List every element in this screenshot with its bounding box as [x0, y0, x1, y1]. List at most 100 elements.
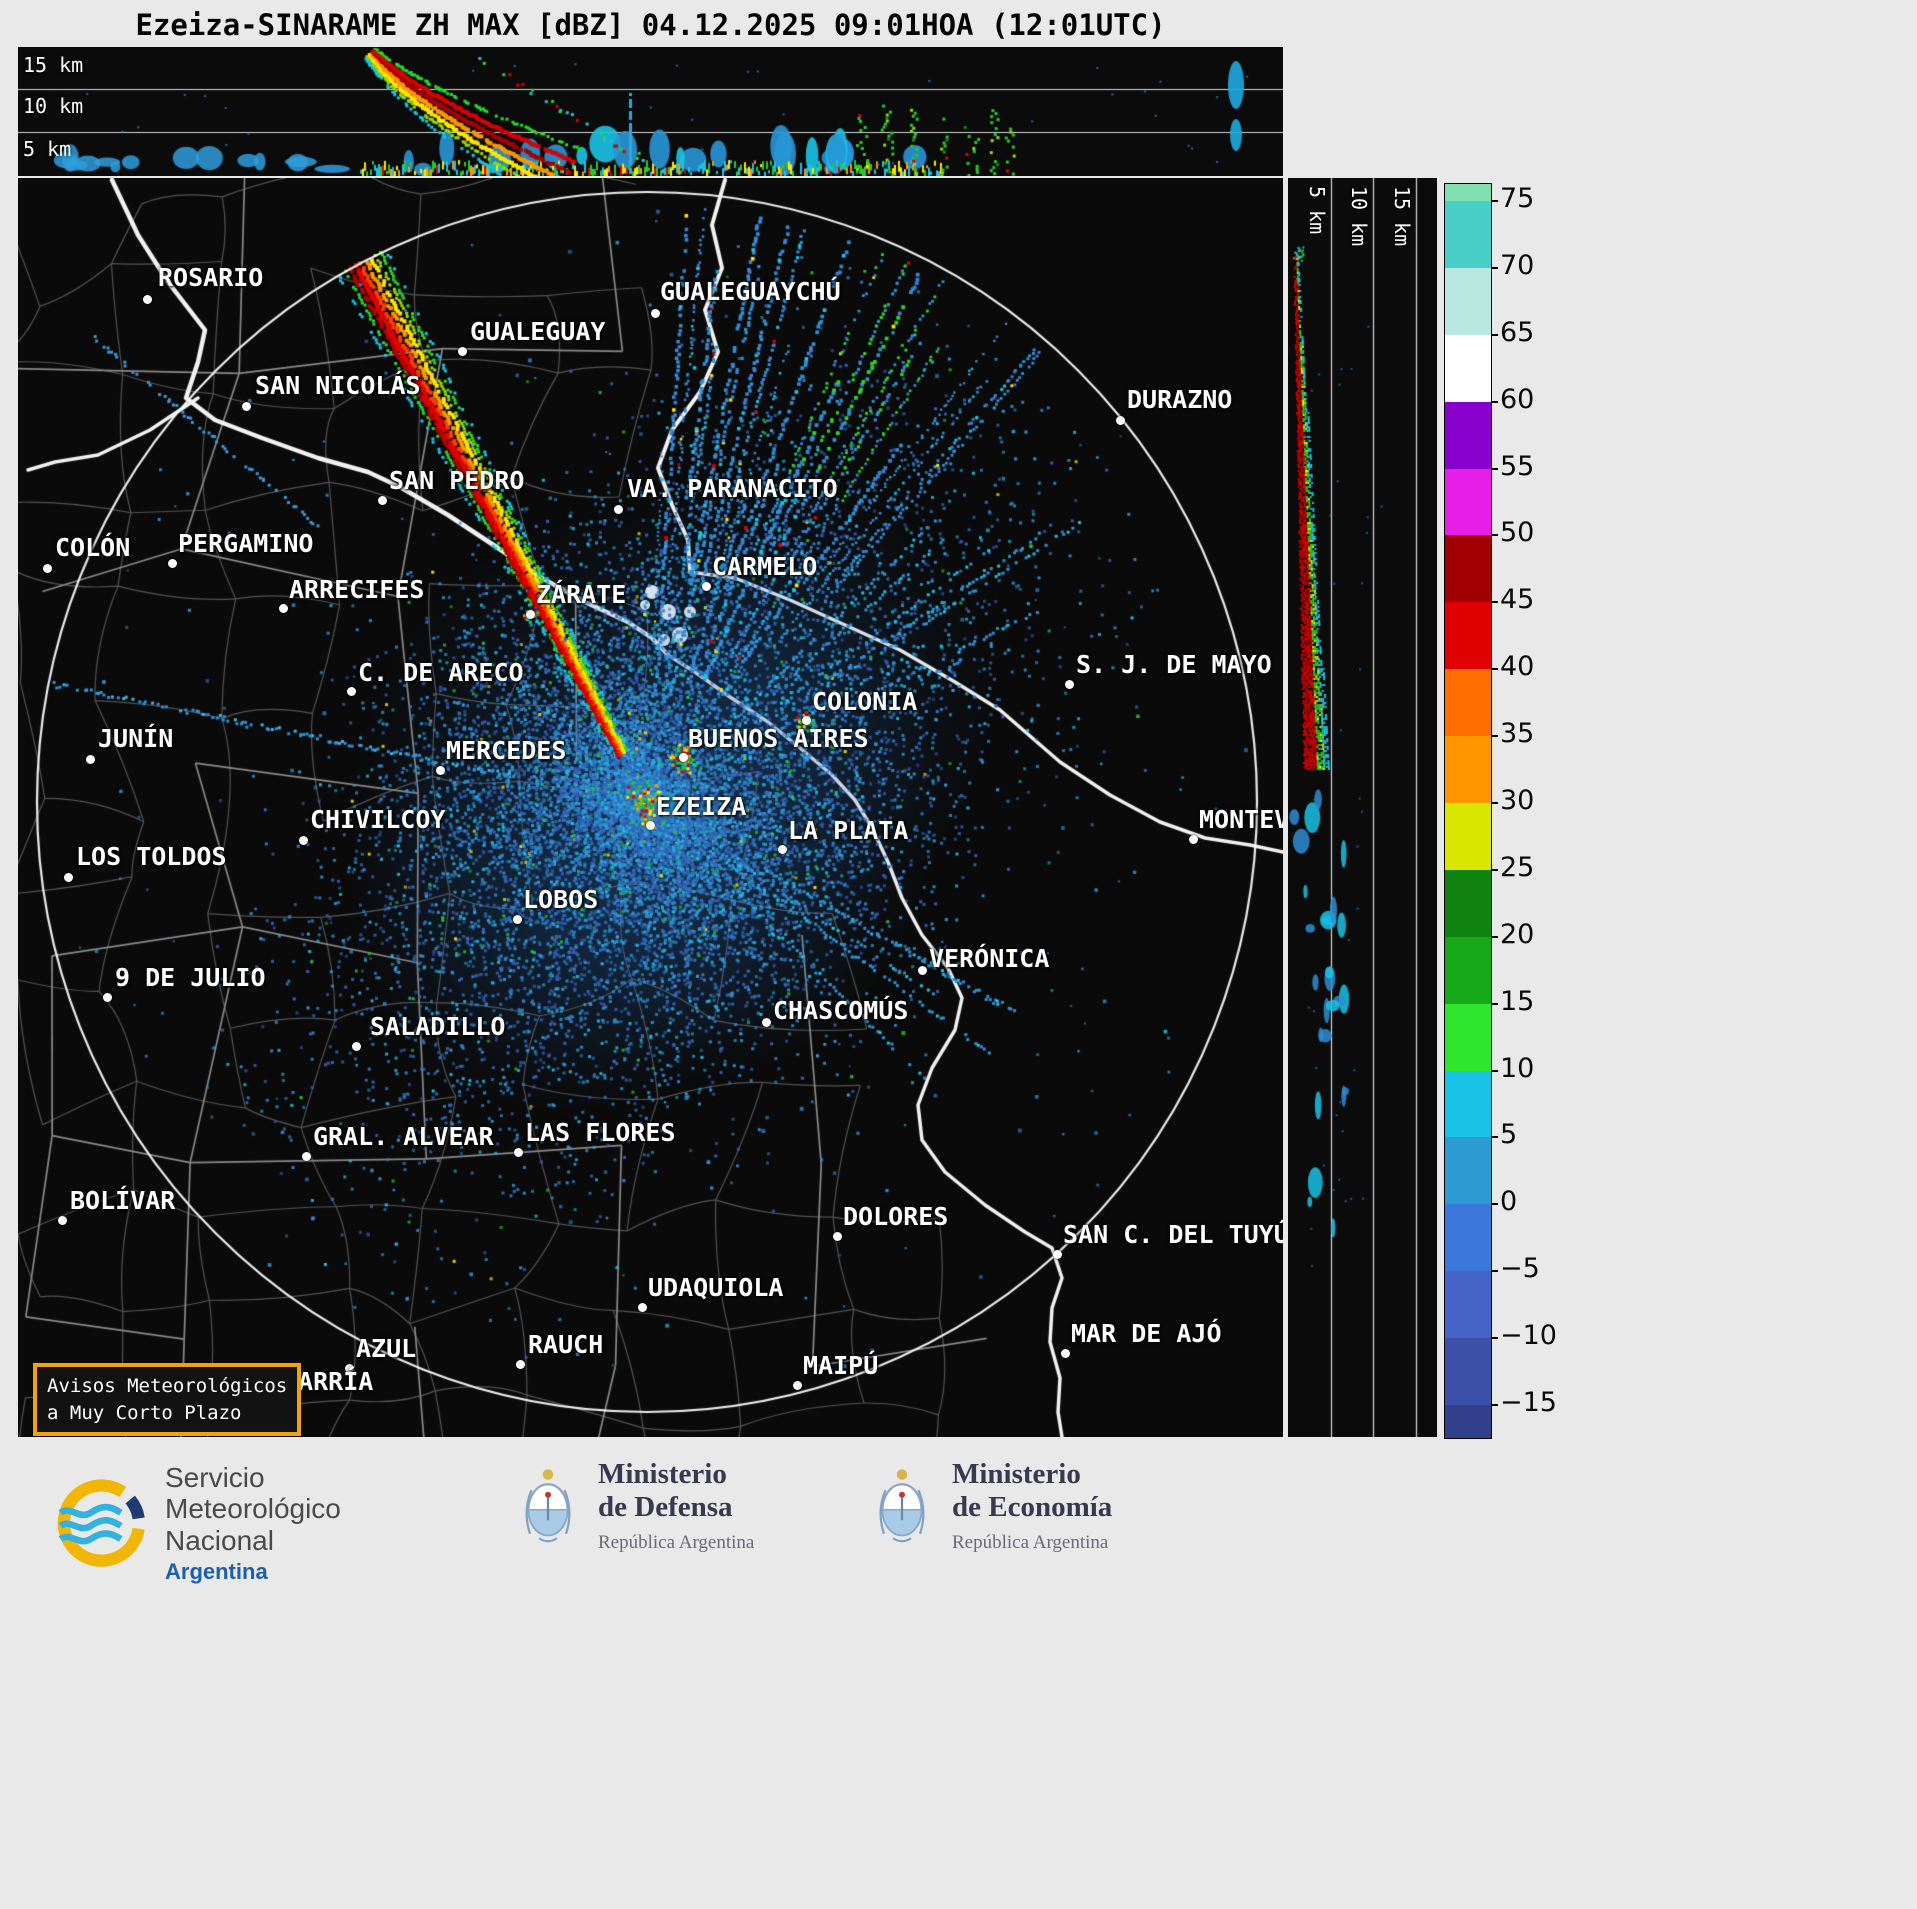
city-dot — [646, 821, 655, 830]
city-label: DOLORES — [843, 1202, 949, 1231]
city-dot — [1065, 680, 1074, 689]
colorbar-tick-label: −5 — [1500, 1253, 1540, 1285]
top-profile-panel: 15 km 10 km 5 km — [18, 47, 1283, 176]
city-label: EZEIZA — [656, 792, 747, 821]
colorbar-tick — [1491, 935, 1498, 938]
city-dot — [299, 836, 308, 845]
city-dot — [345, 1364, 354, 1373]
colorbar-segment — [1445, 1405, 1491, 1438]
colorbar-segment — [1445, 468, 1491, 536]
economia-subtitle: República Argentina — [952, 1531, 1109, 1553]
city-dot — [679, 753, 688, 762]
city-label: COLONIA — [812, 687, 918, 716]
city-dot — [347, 687, 356, 696]
colorbar-tick — [1491, 802, 1498, 804]
city-dot — [43, 564, 52, 573]
city-dot — [352, 1042, 361, 1051]
city-label: UDAQUIOLA — [648, 1273, 784, 1302]
colorbar-segment — [1445, 669, 1491, 737]
colorbar-tick-label: 15 — [1500, 985, 1535, 1017]
colorbar-tick — [1491, 1404, 1498, 1407]
defensa-coat-icon — [525, 1469, 571, 1543]
city-label: C. DE ARECO — [358, 658, 524, 687]
defensa-logo-block: Ministerio de Defensa República Argentin… — [518, 1458, 754, 1554]
city-label: ZÁRATE — [536, 580, 627, 609]
city-label: LOBOS — [523, 885, 599, 914]
colorbar-segment — [1445, 267, 1491, 335]
city-label: ROSARIO — [158, 263, 264, 292]
city-dot — [302, 1152, 311, 1161]
colorbar-tick-label: −15 — [1500, 1387, 1557, 1419]
colorbar — [1444, 183, 1498, 1439]
colorbar-segment — [1445, 201, 1491, 268]
economia-logo-block: Ministerio de Economía República Argenti… — [872, 1458, 1112, 1554]
city-label: COLÓN — [55, 533, 131, 562]
city-dot — [516, 1360, 525, 1369]
city-label: S. J. DE MAYO — [1076, 650, 1272, 679]
colorbar-segment — [1445, 803, 1491, 870]
city-dot — [242, 402, 251, 411]
colorbar-tick — [1491, 200, 1498, 202]
city-label: LA PLATA — [788, 816, 909, 845]
altitude-label-10km: 10 km — [1347, 186, 1371, 247]
colorbar-tick-label: 30 — [1500, 785, 1535, 816]
city-dot — [103, 993, 112, 1002]
city-dot — [1116, 416, 1125, 425]
city-label: CARMELO — [712, 552, 818, 581]
main-radar-panel: ROSARIO GUALEGUAYCHÚ GUALEGUAY SAN NICOLÁS D… — [18, 178, 1283, 1437]
colorbar-segment — [1445, 869, 1491, 937]
colorbar-tick — [1491, 534, 1498, 537]
altitude-label-10km: 10 km — [23, 94, 84, 118]
city-dot — [526, 610, 535, 619]
colorbar-segment — [1445, 334, 1491, 402]
colorbar-tick-label: 35 — [1500, 718, 1535, 750]
colorbar-tick-label: 45 — [1500, 584, 1535, 616]
city-label: JUNÍN — [98, 724, 174, 753]
colorbar-tick — [1491, 1337, 1498, 1340]
city-label: GRAL. ALVEAR — [313, 1122, 494, 1151]
city-dot — [614, 505, 623, 514]
colorbar-tick-label: 50 — [1500, 517, 1535, 549]
smn-name-line: Nacional — [165, 1524, 274, 1556]
colorbar-tick-label: 5 — [1500, 1119, 1518, 1151]
altitude-label-15km: 15 km — [1390, 186, 1414, 247]
city-label: GUALEGUAYCHÚ — [660, 277, 841, 306]
city-dot — [1053, 1250, 1062, 1259]
city-dot — [762, 1018, 771, 1027]
city-label: LOS TOLDOS — [76, 842, 227, 871]
city-label: LAS FLORES — [525, 1118, 676, 1147]
city-dot — [378, 496, 387, 505]
colorbar-tick — [1491, 1136, 1498, 1139]
smn-name-line: Meteorológico — [165, 1493, 341, 1525]
city-dot — [638, 1303, 647, 1312]
colorbar-tick — [1491, 868, 1498, 871]
city-dot — [918, 966, 927, 975]
defensa-title-line: de Defensa — [598, 1491, 733, 1524]
city-dot — [802, 716, 811, 725]
city-label: CHIVILCOY — [310, 805, 446, 834]
colorbar-segment — [1445, 602, 1491, 670]
colorbar-segment — [1445, 535, 1491, 603]
colorbar-tick-labels: 75 70 65 60 55 50 45 40 35 30 25 20 15 10 5 0 −5 −10 −15 — [1500, 0, 1590, 1909]
city-label: MERCEDES — [446, 736, 567, 765]
city-dot — [514, 1148, 523, 1157]
smn-name-line: Servicio — [165, 1462, 265, 1493]
city-label: VERÓNICA — [929, 944, 1050, 973]
colorbar-tick — [1491, 1069, 1498, 1072]
economia-coat-icon — [879, 1469, 925, 1543]
colorbar-tick — [1491, 735, 1498, 738]
colorbar-tick — [1491, 333, 1498, 336]
colorbar-tick-label: 10 — [1500, 1052, 1535, 1084]
city-dot — [651, 309, 660, 318]
city-label: ARRECIFES — [289, 575, 425, 604]
city-label: PERGAMINO — [178, 529, 314, 558]
city-label: SAN PEDRO — [389, 466, 525, 495]
city-label: RAUCH — [528, 1330, 604, 1359]
economia-title-line: de Economía — [952, 1491, 1113, 1524]
colorbar-segment — [1445, 401, 1491, 469]
colorbar-tick — [1491, 266, 1498, 269]
defensa-subtitle: República Argentina — [598, 1531, 755, 1553]
city-label: BOLÍVAR — [70, 1186, 176, 1215]
economia-title-line: Ministerio — [952, 1458, 1081, 1490]
city-dot — [143, 295, 152, 304]
